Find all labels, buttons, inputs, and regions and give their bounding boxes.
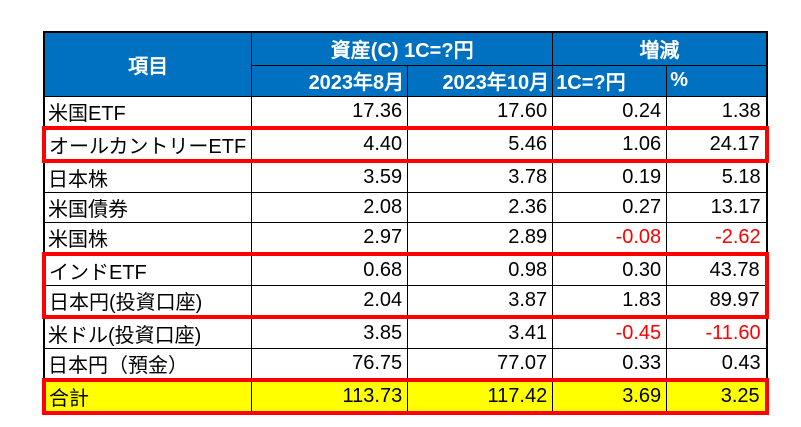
header-row-columns: 2023年8月 2023年10月 1C=?円 % <box>44 64 768 97</box>
cell-diff-value[interactable]: 0.24 <box>552 95 668 128</box>
table-row-us-stock: 米国株 2.97 2.89 -0.08 -2.62 <box>43 221 768 254</box>
cell-pct-value[interactable]: 24.17 <box>666 125 769 163</box>
cell-diff-value[interactable]: 0.19 <box>552 160 668 193</box>
cell-aug-value[interactable]: 113.73 <box>251 377 409 415</box>
table-row-total-highlighted: 合計 113.73 117.42 3.69 3.25 <box>42 377 769 415</box>
cell-oct-value[interactable]: 117.42 <box>407 377 554 415</box>
cell-oct-value[interactable]: 2.36 <box>407 191 554 223</box>
table-row-all-country-etf-highlighted: オールカントリーETF 4.40 5.46 1.06 24.17 <box>42 125 769 163</box>
cell-diff-value[interactable]: 0.30 <box>552 251 668 286</box>
cell-pct-value[interactable]: 3.25 <box>666 377 769 415</box>
cell-aug-value[interactable]: 3.59 <box>251 160 409 193</box>
cell-diff-value[interactable]: -0.08 <box>552 221 668 254</box>
cell-label[interactable]: 合計 <box>42 377 253 415</box>
cell-label[interactable]: 米ドル(投資口座) <box>43 316 253 349</box>
cell-pct-value[interactable]: 1.38 <box>666 95 768 128</box>
cell-label[interactable]: 米国ETF <box>43 95 253 128</box>
table-row-india-etf-highlighted: インドETF 0.68 0.98 0.30 43.78 <box>42 251 769 286</box>
cell-aug-value[interactable]: 76.75 <box>251 347 409 380</box>
cell-diff-value[interactable]: 1.83 <box>552 284 668 319</box>
table-row-us-bond: 米国債券 2.08 2.36 0.27 13.17 <box>43 191 768 223</box>
cell-aug-value[interactable]: 2.08 <box>251 191 409 223</box>
cell-diff-value[interactable]: 0.33 <box>552 347 668 380</box>
cell-oct-value[interactable]: 2.89 <box>407 221 554 254</box>
asset-table-container: 項目 資産(C) 1C=?円 増減 2023年8月 2023年10月 1C=?円… <box>42 31 769 415</box>
cell-label[interactable]: 日本円（預金） <box>43 347 253 380</box>
cell-oct-value[interactable]: 77.07 <box>407 347 554 380</box>
cell-label[interactable]: 米国債券 <box>43 191 253 223</box>
cell-oct-value[interactable]: 3.87 <box>407 284 554 319</box>
table-row-usd-investment: 米ドル(投資口座) 3.85 3.41 -0.45 -11.60 <box>43 316 768 349</box>
cell-aug-value[interactable]: 2.97 <box>251 221 409 254</box>
cell-label[interactable]: 日本株 <box>43 160 253 193</box>
cell-oct-value[interactable]: 3.41 <box>407 316 554 349</box>
cell-aug-value[interactable]: 4.40 <box>251 125 409 163</box>
cell-diff-value[interactable]: 1.06 <box>552 125 668 163</box>
cell-pct-value[interactable]: 13.17 <box>666 191 768 223</box>
cell-oct-value[interactable]: 0.98 <box>407 251 554 286</box>
header-assets-group[interactable]: 資産(C) 1C=?円 <box>251 31 554 66</box>
table-row-jpy-investment-highlighted: 日本円(投資口座) 2.04 3.87 1.83 89.97 <box>42 284 769 319</box>
cell-pct-value[interactable]: 5.18 <box>666 160 768 193</box>
cell-oct-value[interactable]: 5.46 <box>407 125 554 163</box>
header-col-2023-08[interactable]: 2023年8月 <box>251 64 409 97</box>
cell-aug-value[interactable]: 3.85 <box>251 316 409 349</box>
header-change-group[interactable]: 増減 <box>552 31 768 66</box>
cell-oct-value[interactable]: 3.78 <box>407 160 554 193</box>
cell-label[interactable]: 日本円(投資口座) <box>42 284 253 319</box>
header-item[interactable]: 項目 <box>43 31 253 97</box>
asset-table: 項目 資産(C) 1C=?円 増減 2023年8月 2023年10月 1C=?円… <box>42 31 769 415</box>
cell-aug-value[interactable]: 2.04 <box>251 284 409 319</box>
header-col-2023-10[interactable]: 2023年10月 <box>407 64 554 97</box>
cell-pct-value[interactable]: 43.78 <box>666 251 769 286</box>
cell-aug-value[interactable]: 17.36 <box>251 95 409 128</box>
cell-pct-value[interactable]: 0.43 <box>666 347 768 380</box>
table-row-jpy-deposit: 日本円（預金） 76.75 77.07 0.33 0.43 <box>43 347 768 380</box>
header-col-change-pct[interactable]: % <box>666 64 768 97</box>
table-row-us-etf: 米国ETF 17.36 17.60 0.24 1.38 <box>43 95 768 128</box>
cell-aug-value[interactable]: 0.68 <box>251 251 409 286</box>
cell-diff-value[interactable]: 0.27 <box>552 191 668 223</box>
header-row-groups: 項目 資産(C) 1C=?円 増減 <box>43 31 768 97</box>
cell-pct-value[interactable]: -2.62 <box>666 221 768 254</box>
cell-pct-value[interactable]: 89.97 <box>666 284 769 319</box>
cell-diff-value[interactable]: 3.69 <box>552 377 668 415</box>
cell-label[interactable]: インドETF <box>42 251 253 286</box>
cell-label[interactable]: 米国株 <box>43 221 253 254</box>
table-row-japan-stock: 日本株 3.59 3.78 0.19 5.18 <box>43 160 768 193</box>
cell-diff-value[interactable]: -0.45 <box>552 316 668 349</box>
cell-label[interactable]: オールカントリーETF <box>42 125 253 163</box>
cell-oct-value[interactable]: 17.60 <box>407 95 554 128</box>
header-col-change-value[interactable]: 1C=?円 <box>552 64 668 97</box>
cell-pct-value[interactable]: -11.60 <box>666 316 768 349</box>
